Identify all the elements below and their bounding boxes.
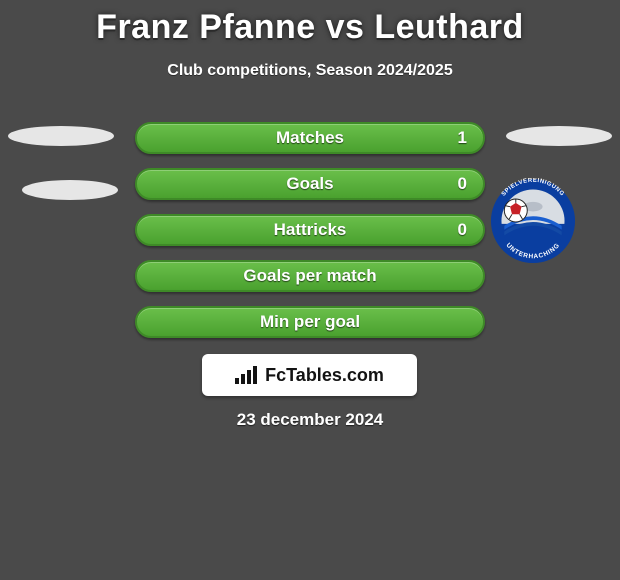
stat-bar: Hattricks 0: [135, 214, 485, 246]
stat-value: 0: [458, 170, 467, 198]
player-right-photo-placeholder: [506, 126, 612, 146]
stat-label: Min per goal: [137, 312, 483, 332]
stat-bar: Matches 1: [135, 122, 485, 154]
stat-value: 1: [458, 124, 467, 152]
stat-value: 0: [458, 216, 467, 244]
page-subtitle: Club competitions, Season 2024/2025: [0, 62, 620, 80]
page-title: Franz Pfanne vs Leuthard: [0, 8, 620, 47]
stat-bar: Goals 0: [135, 168, 485, 200]
fctables-watermark: FcTables.com: [202, 354, 417, 396]
stat-bars: Matches 1 Goals 0 Hattricks 0 Goals per …: [135, 122, 485, 352]
player-left-club-placeholder: [22, 180, 118, 200]
stat-bar: Min per goal: [135, 306, 485, 338]
signal-bars-icon: [235, 366, 257, 384]
stat-bar: Goals per match: [135, 260, 485, 292]
fctables-label: FcTables.com: [265, 365, 384, 386]
player-right-club-logo: SPIELVEREINIGUNG UNTERHACHING: [485, 178, 581, 264]
stat-label: Goals: [137, 174, 483, 194]
snapshot-date: 23 december 2024: [0, 410, 620, 430]
stat-label: Hattricks: [137, 220, 483, 240]
player-left-photo-placeholder: [8, 126, 114, 146]
stat-label: Goals per match: [137, 266, 483, 286]
stat-label: Matches: [137, 128, 483, 148]
comparison-card: Franz Pfanne vs Leuthard Club competitio…: [0, 0, 620, 580]
